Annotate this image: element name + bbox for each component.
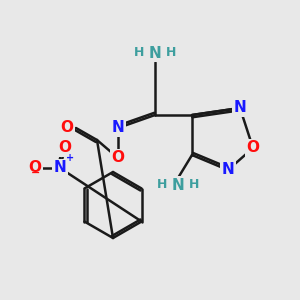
Text: H: H: [189, 178, 199, 191]
Text: N: N: [112, 121, 124, 136]
Text: +: +: [66, 153, 74, 163]
Text: N: N: [172, 178, 184, 193]
Text: O: O: [61, 121, 74, 136]
Text: N: N: [222, 163, 234, 178]
Text: O: O: [28, 160, 41, 175]
Text: N: N: [148, 46, 161, 61]
Text: O: O: [247, 140, 260, 155]
Text: N: N: [234, 100, 246, 116]
Text: H: H: [157, 178, 167, 191]
Text: −: −: [31, 168, 40, 178]
Text: N: N: [54, 160, 66, 175]
Text: O: O: [58, 140, 71, 155]
Text: H: H: [166, 46, 176, 59]
Text: H: H: [134, 46, 144, 59]
Text: O: O: [112, 151, 124, 166]
